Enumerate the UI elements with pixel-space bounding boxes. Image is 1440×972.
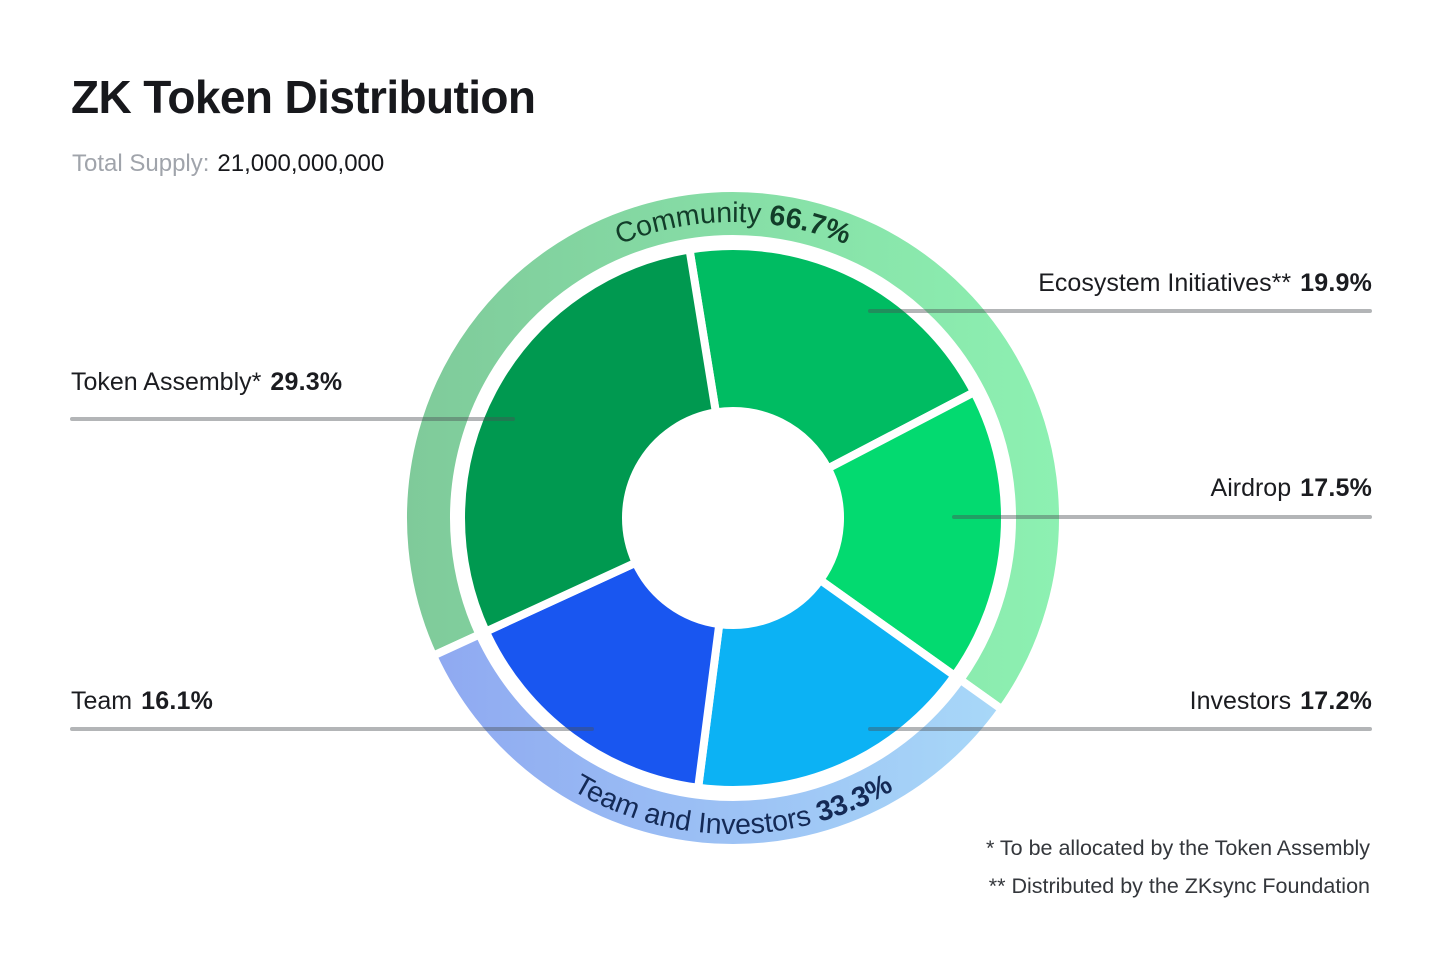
callout-token-assembly: Token Assembly* 29.3% [71,367,342,398]
footnote-token-assembly: * To be allocated by the Token Assembly [985,836,1370,860]
segment-team [481,558,724,792]
callout-percent: 16.1% [141,687,214,715]
callout-percent: 17.2% [1300,687,1372,715]
callout-ecosystem-initiatives: Ecosystem Initiatives** 19.9% [1038,268,1372,299]
footnotes: * To be allocated by the Token Assembly … [986,829,1370,905]
callout-label: Investors [1189,687,1292,715]
callout-airdrop: Airdrop 17.5% [1211,473,1372,504]
callout-label: Airdrop [1210,474,1292,502]
callout-percent: 17.5% [1300,474,1372,502]
total-supply-value: 21,000,000,000 [217,150,385,177]
segment-token-assembly [457,245,720,636]
callout-investors: Investors 17.2% [1190,686,1372,717]
total-supply-label: Total Supply: [72,150,210,177]
outer-arc-community [399,184,1067,714]
callout-team: Team 16.1% [71,686,213,717]
donut-chart: Community 66.7% Team and Investors 33.3% [383,168,1083,868]
leader-line-investors [868,727,1372,731]
page-title: ZK Token Distribution [71,71,536,123]
leader-line-team [70,727,594,731]
donut-svg: Community 66.7%Team and Investors 33.3% [399,184,1067,853]
segment-ecosystem-initiatives [685,242,979,473]
leader-line-ecosystem-initiatives [868,309,1372,313]
footnote-zksync-foundation: ** Distributed by the ZKsync Foundation [988,874,1370,898]
total-supply: Total Supply: 21,000,000,000 [72,150,384,178]
callout-percent: 29.3% [270,368,343,396]
callout-label: Ecosystem Initiatives** [1038,269,1292,297]
segment-airdrop [816,388,1009,680]
leader-line-token-assembly [70,417,515,421]
callout-label: Token Assembly* [71,368,262,396]
callout-label: Team [71,687,133,715]
callout-percent: 19.9% [1300,269,1372,297]
segment-investors [694,576,959,794]
leader-line-airdrop [952,515,1372,519]
outer-arc-team-and-investors [429,630,1006,853]
